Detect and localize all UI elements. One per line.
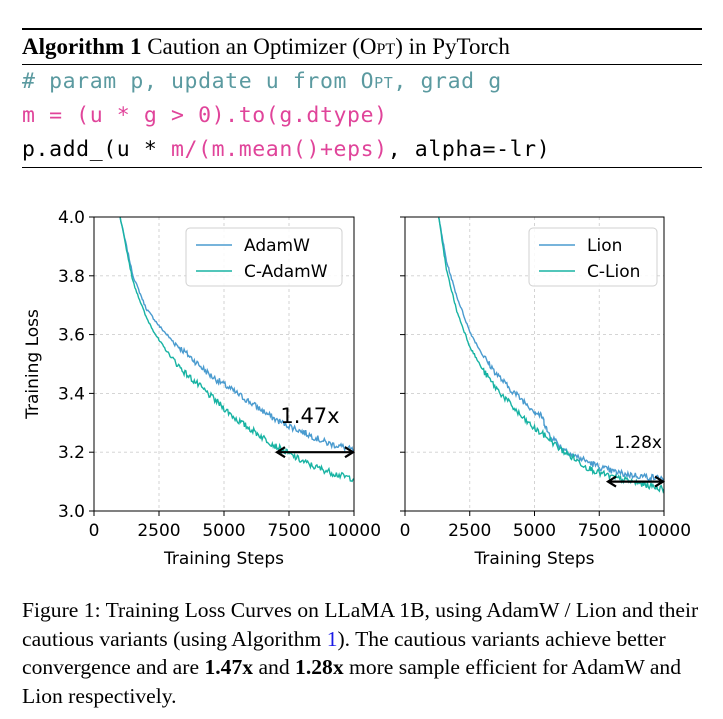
y-axis-label: Training Loss	[23, 309, 43, 420]
algorithm-box: Algorithm 1 Caution an Optimizer (Opt) i…	[22, 28, 702, 168]
algorithm-mid-rule	[22, 64, 702, 65]
legend-entry: AdamW	[244, 236, 310, 256]
caption-text-3: and	[253, 655, 296, 679]
code-line-2: m = (u * g > 0).to(g.dtype)	[22, 103, 388, 128]
x-tick-label: 7500	[578, 521, 621, 541]
speedup-arrow-head-left	[605, 475, 617, 488]
speedup-arrow-head-right	[344, 446, 356, 459]
x-axis-label: Training Steps	[163, 549, 284, 569]
x-tick-label: 0	[89, 521, 100, 541]
y-tick-label: 4.0	[58, 208, 85, 228]
speedup-arrow	[605, 475, 666, 488]
x-tick-label: 2500	[448, 521, 491, 541]
figure-caption: Figure 1: Training Loss Curves on LLaMA …	[22, 596, 712, 710]
caption-algorithm-ref[interactable]: 1	[326, 626, 338, 651]
code-line-1: # param p, update u from Opt, grad g	[22, 65, 702, 99]
y-tick-label: 3.8	[58, 267, 85, 287]
legend-entry: C-AdamW	[244, 262, 328, 282]
legend: AdamW C-AdamW	[185, 227, 343, 287]
x-axis-label: Training Steps	[473, 549, 594, 569]
chart-panel-1: 1.47x 0 2500 5000 7500 10000 3.0 3.2 3.4 3.6 3.8 4.…	[23, 208, 381, 569]
caption-label: Figure 1:	[22, 598, 101, 622]
legend-entry: Lion	[587, 236, 622, 256]
series-line-lion	[438, 217, 664, 483]
code-line-3: p.add_(u * m/(m.mean()+eps), alpha=-lr)	[22, 133, 702, 167]
code-line-1-pre: # param p, update u from	[22, 69, 361, 94]
caption-text-2: ). The cautious variants achieve better …	[22, 626, 666, 680]
speedup-arrow-head-right	[654, 475, 666, 488]
series-line-adamw	[119, 217, 354, 453]
caption-text-1: Training Loss Curves on LLaMA 1B, using …	[22, 598, 699, 651]
legend: Lion C-Lion	[528, 227, 658, 287]
code-line-3-c: , alpha=-lr)	[387, 137, 551, 162]
algorithm-title-post: ) in PyTorch	[395, 34, 510, 59]
algorithm-title-opt: Opt	[359, 34, 396, 59]
x-tick-label: 5000	[513, 521, 556, 541]
speedup-arrow-head-left	[274, 446, 286, 459]
x-tick-label: 2500	[137, 521, 180, 541]
y-tick-label: 3.0	[58, 502, 85, 522]
algorithm-label: Algorithm 1	[22, 34, 142, 59]
speedup-label: 1.47x	[280, 404, 339, 428]
speedup-arrow	[274, 446, 356, 459]
code-line-3-b: m/(m.mean()+eps)	[171, 137, 388, 162]
algorithm-title: Algorithm 1 Caution an Optimizer (Opt) i…	[22, 30, 702, 64]
x-tick-label: 5000	[202, 521, 245, 541]
chart-panel-2: 1.28x 0 2500 5000 7500 10000 Training Steps Lio…	[400, 216, 691, 569]
y-tick-label: 3.4	[58, 384, 85, 404]
charts-figure: 1.47x 0 2500 5000 7500 10000 3.0 3.2 3.4 3.6 3.8 4.…	[23, 208, 691, 569]
y-tick-label: 3.2	[58, 443, 85, 463]
x-tick-label: 7500	[267, 521, 310, 541]
series-line-c-lion	[438, 217, 664, 494]
caption-bold-adamw: 1.47x	[204, 655, 254, 679]
algorithm-bottom-rule	[22, 167, 702, 168]
legend-entry: C-Lion	[587, 262, 640, 282]
algorithm-title-pre: Caution an Optimizer (	[147, 34, 360, 59]
speedup-label: 1.28x	[614, 433, 662, 453]
code-line-1-opt: Opt	[360, 69, 394, 94]
x-tick-label: 10000	[327, 521, 381, 541]
caption-text-4: more sample efficient for AdamW and Lion…	[22, 655, 682, 708]
y-tick-label: 3.6	[58, 326, 85, 346]
code-line-3-a: p.add_(u *	[22, 137, 171, 162]
x-tick-label: 0	[400, 521, 411, 541]
x-tick-label: 10000	[637, 521, 691, 541]
series-line-c-adamw	[119, 217, 354, 483]
algorithm-top-rule	[22, 28, 702, 30]
code-line-1-post: , grad g	[393, 69, 502, 94]
caption-bold-lion: 1.28x	[295, 655, 344, 679]
